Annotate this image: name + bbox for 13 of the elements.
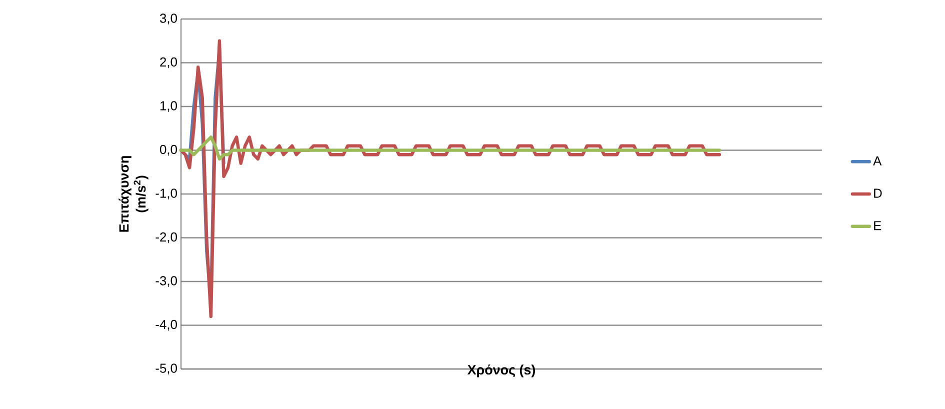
y-tick-label: 3,0 [160,14,177,24]
y-tick-label: -4,0 [156,320,177,331]
y-tick-label: 1,0 [160,101,177,112]
y-tick-label: 2,0 [160,57,177,68]
y-tick-label: -2,0 [156,232,177,244]
y-tick-label: -1,0 [156,188,177,200]
y-tick-label: -3,0 [156,276,177,287]
x-axis-title: Χρόνος (s) [467,364,536,378]
y-tick-label: -5,0 [156,364,177,374]
legend-label: A [873,156,882,166]
legend-label: E [874,221,882,230]
y-tick-label: 0,0 [160,144,177,156]
legend-label: D [874,188,882,198]
